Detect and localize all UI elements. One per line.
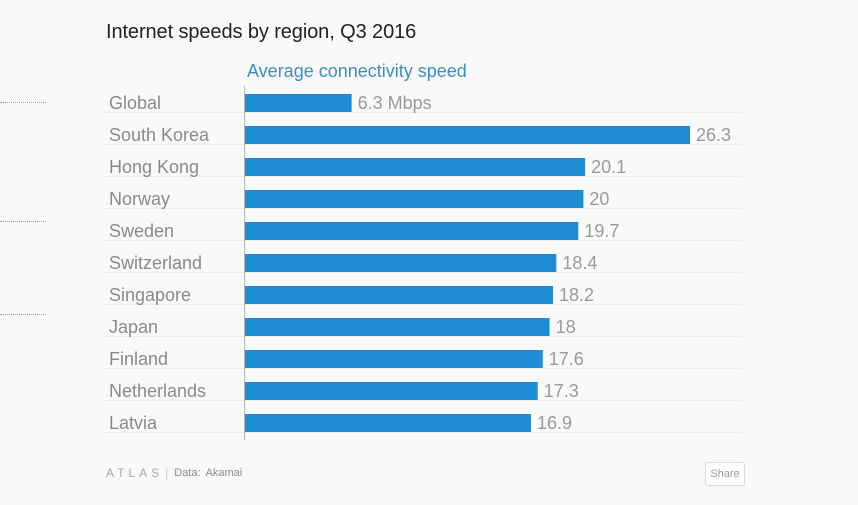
value-label: 18.4 <box>562 253 597 273</box>
value-label: 18.2 <box>559 285 594 305</box>
value-label: 19.7 <box>584 221 619 241</box>
decorative-dotted-line <box>0 221 46 222</box>
category-label: Norway <box>109 189 170 209</box>
category-label: Global <box>109 93 161 113</box>
bar[interactable] <box>245 318 550 336</box>
series-label: Average connectivity speed <box>247 61 467 81</box>
bar[interactable] <box>245 94 352 112</box>
category-label: Latvia <box>109 413 158 433</box>
category-label: Japan <box>109 317 158 337</box>
bar[interactable] <box>245 414 531 432</box>
value-label: 17.6 <box>549 349 584 369</box>
value-label: 20.1 <box>591 157 626 177</box>
bar[interactable] <box>245 286 553 304</box>
category-label: Singapore <box>109 285 191 305</box>
category-label: Sweden <box>109 221 174 241</box>
value-label: 17.3 <box>544 381 579 401</box>
bar[interactable] <box>245 158 586 176</box>
bar[interactable] <box>245 350 543 368</box>
category-label: Switzerland <box>109 253 202 273</box>
atlas-logo[interactable]: ATLAS <box>106 466 164 480</box>
footer: ATLAS | Data: Akamai <box>106 466 242 480</box>
bar[interactable] <box>245 222 579 240</box>
decorative-dotted-line <box>0 102 46 103</box>
source-value: Akamai <box>205 467 243 479</box>
decorative-dotted-line <box>0 314 46 315</box>
category-label: Finland <box>109 349 168 369</box>
value-label: 16.9 <box>537 413 572 433</box>
category-label: Hong Kong <box>109 157 199 177</box>
category-label: Netherlands <box>109 381 206 401</box>
bar[interactable] <box>245 126 690 144</box>
footer-separator: | <box>165 466 169 480</box>
value-label: 18 <box>556 317 576 337</box>
category-label: South Korea <box>109 125 210 145</box>
source-label: Data: <box>174 467 201 479</box>
bar[interactable] <box>245 190 584 208</box>
value-label: 20 <box>589 189 609 209</box>
value-label: 26.3 <box>696 125 731 145</box>
bar[interactable] <box>245 382 538 400</box>
chart-title: Internet speeds by region, Q3 2016 <box>106 21 417 43</box>
share-button[interactable]: Share <box>705 462 745 486</box>
value-label: 6.3 Mbps <box>358 93 432 113</box>
bar[interactable] <box>245 254 557 272</box>
